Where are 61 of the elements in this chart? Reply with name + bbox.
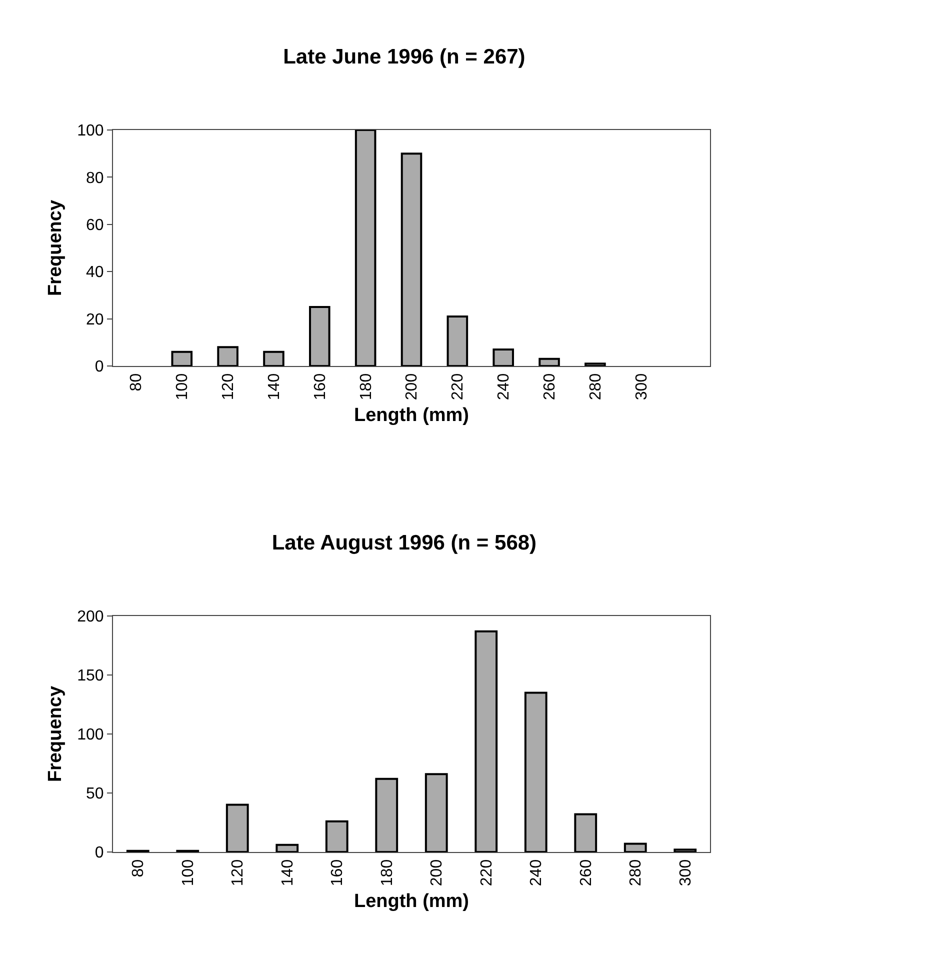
bar bbox=[624, 842, 647, 852]
bar bbox=[574, 813, 598, 852]
bar bbox=[400, 152, 422, 366]
x-tick-label: 300 bbox=[677, 859, 694, 886]
y-axis-title: Frequency bbox=[44, 200, 66, 296]
x-tick-label: 100 bbox=[180, 859, 197, 886]
y-tick-label: 50 bbox=[86, 786, 104, 803]
x-tick-label: 260 bbox=[578, 859, 595, 886]
x-tick-label: 160 bbox=[312, 373, 329, 400]
x-tick-label: 140 bbox=[266, 373, 283, 400]
bar bbox=[584, 362, 606, 366]
bar bbox=[524, 692, 548, 852]
y-axis-title: Frequency bbox=[44, 686, 66, 782]
y-tick-label: 60 bbox=[86, 217, 104, 234]
bar bbox=[674, 848, 697, 852]
x-axis-title: Length (mm) bbox=[354, 890, 470, 912]
x-tick-label: 200 bbox=[428, 859, 446, 886]
x-tick-label: 260 bbox=[541, 373, 558, 400]
bar bbox=[375, 778, 398, 852]
bar bbox=[217, 346, 238, 366]
bar bbox=[276, 844, 299, 852]
x-tick-label: 220 bbox=[478, 859, 496, 886]
y-tick-label: 20 bbox=[86, 311, 104, 328]
bar bbox=[446, 315, 468, 366]
x-tick-label: 120 bbox=[230, 859, 247, 886]
x-tick-label: 100 bbox=[174, 373, 192, 400]
y-tick-label: 150 bbox=[77, 668, 104, 685]
bar bbox=[492, 348, 514, 366]
y-tick-label: 40 bbox=[86, 264, 104, 282]
x-tick-label: 240 bbox=[528, 859, 546, 886]
x-tick-label: 280 bbox=[628, 859, 645, 886]
bar bbox=[263, 350, 284, 366]
bar bbox=[226, 804, 249, 852]
x-tick-label: 300 bbox=[633, 373, 650, 400]
y-tick-label: 100 bbox=[77, 122, 104, 140]
x-tick-label: 160 bbox=[329, 859, 346, 886]
x-tick-label: 180 bbox=[378, 859, 396, 886]
x-tick-label: 220 bbox=[450, 373, 467, 400]
bar bbox=[325, 820, 348, 852]
x-tick-label: 80 bbox=[128, 373, 146, 392]
y-tick-label: 100 bbox=[77, 726, 104, 744]
x-axis-title: Length (mm) bbox=[354, 404, 470, 426]
x-tick-label: 240 bbox=[496, 373, 513, 400]
x-tick-label: 80 bbox=[130, 859, 148, 878]
y-tick-label: 0 bbox=[94, 844, 104, 862]
bar bbox=[309, 306, 330, 366]
bar bbox=[354, 130, 376, 366]
y-tick-label: 80 bbox=[86, 170, 104, 187]
x-tick-label: 140 bbox=[279, 859, 296, 886]
chart-title: Late June 1996 (n = 267) bbox=[283, 45, 526, 68]
x-tick-label: 280 bbox=[587, 373, 604, 400]
bar bbox=[171, 350, 193, 366]
bar bbox=[474, 630, 498, 852]
x-tick-label: 120 bbox=[220, 373, 238, 400]
x-tick-label: 180 bbox=[358, 373, 375, 400]
y-tick-label: 0 bbox=[94, 358, 104, 376]
bar bbox=[538, 358, 560, 366]
y-tick-label: 200 bbox=[77, 608, 104, 626]
chart-title: Late August 1996 (n = 568) bbox=[272, 531, 537, 554]
x-tick-label: 200 bbox=[404, 373, 421, 400]
bar bbox=[424, 773, 448, 852]
